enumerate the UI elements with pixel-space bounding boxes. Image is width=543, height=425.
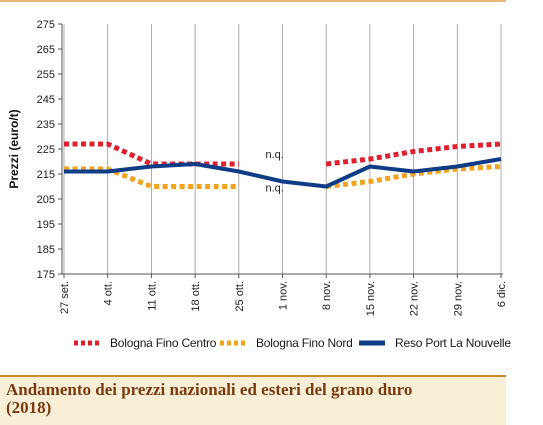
x-tick-label-4: 25 ott.	[234, 281, 246, 312]
legend-item-reso: Reso Port La Nouvelle	[357, 332, 511, 354]
y-tick-label-1: 185	[37, 244, 55, 256]
annotation-nq-nord: n.q.	[266, 183, 284, 195]
x-tick-label-5: 1 nov.	[278, 281, 290, 310]
legend-swatch-reso	[359, 340, 385, 346]
y-tick-label-7: 245	[37, 94, 55, 106]
top-rule	[0, 0, 506, 2]
x-tick-label-8: 22 nov.	[409, 281, 421, 316]
y-tick-label-9: 265	[37, 44, 55, 56]
chart-area: 175 185 195 205 215 225 235 245 255 265 275 27 set.…	[0, 0, 543, 356]
x-tick-label-0: 27 set.	[59, 281, 71, 314]
caption-box: Andamento dei prezzi nazionali ed esteri…	[0, 375, 506, 425]
annotation-nq-centro: n.q.	[266, 149, 284, 161]
series-line-reso-0	[64, 157, 502, 189]
y-tick-label-5: 225	[37, 144, 55, 156]
x-tick-label-1: 4 ott.	[103, 281, 115, 305]
x-tick-label-6: 8 nov.	[321, 281, 333, 310]
series-line-nord-1	[325, 164, 502, 189]
y-tick-label-10: 275	[37, 19, 55, 31]
legend-item-nord: Bologna Fino Nord	[218, 332, 353, 354]
series-line-centro-1	[325, 141, 502, 167]
x-tick-label-10: 6 dic.	[496, 281, 508, 307]
legend-item-centro: Bologna Fino Centro	[72, 332, 216, 354]
y-tick-label-2: 195	[37, 219, 55, 231]
y-tick-label-3: 205	[37, 194, 55, 206]
y-axis-title: Prezzi (euro/t)	[7, 109, 21, 188]
y-tick-label-8: 255	[37, 69, 55, 81]
chart-caption-title: Andamento dei prezzi nazionali ed esteri…	[6, 380, 413, 417]
x-tick-label-9: 29 nov.	[452, 281, 464, 316]
legend: Bologna Fino Centro Bologna Fino Nord Re…	[0, 332, 543, 356]
legend-swatch-nord	[220, 340, 246, 346]
line-chart: 175 185 195 205 215 225 235 245 255 265 275 27 set.…	[7, 19, 508, 316]
legend-label-reso: Reso Port La Nouvelle	[395, 336, 511, 350]
series-line-centro-0	[64, 141, 239, 167]
y-tick-label-4: 215	[37, 169, 55, 181]
y-tick-label-6: 235	[37, 119, 55, 131]
legend-label-nord: Bologna Fino Nord	[256, 336, 353, 350]
legend-swatch-centro	[74, 340, 100, 346]
x-tick-label-3: 18 ott.	[190, 281, 202, 312]
y-tick-label-0: 175	[37, 269, 55, 281]
x-tick-label-2: 11 ott.	[146, 281, 158, 311]
series-line-nord-0	[64, 166, 239, 189]
x-tick-label-7: 15 nov.	[365, 281, 377, 316]
legend-label-centro: Bologna Fino Centro	[110, 336, 217, 350]
